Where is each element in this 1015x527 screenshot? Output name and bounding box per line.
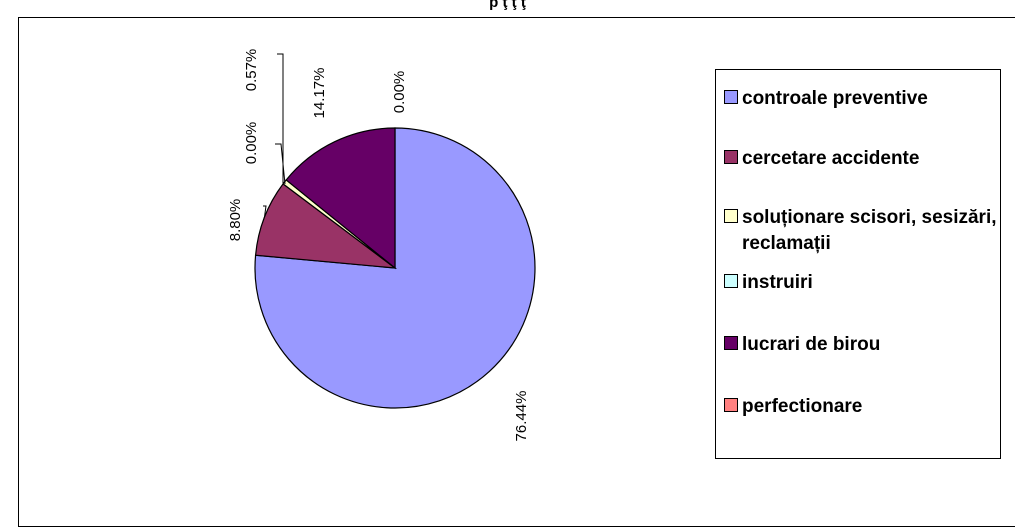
legend-item-perfectionare: perfectionare xyxy=(724,394,1004,420)
legend-label-solutionare: soluționare scisori, sesizări, reclamați… xyxy=(742,207,997,254)
chart-title: p ţ ţ ţ xyxy=(489,0,526,11)
legend-label-controale-preventive: controale preventive xyxy=(742,88,928,109)
legend-label-instruiri: instruiri xyxy=(742,272,813,293)
legend-swatch-controale-preventive xyxy=(724,90,738,104)
legend-item-instruiri: instruiri xyxy=(724,270,1004,296)
legend-item-lucrari-de-birou: lucrari de birou xyxy=(724,332,1004,358)
legend-item-solutionare: soluționare scisori, sesizări, reclamați… xyxy=(724,205,1004,257)
data-label-instruiri: 0.00% xyxy=(243,122,260,165)
legend-label-cercetare-accidente: cercetare accidente xyxy=(742,148,920,169)
data-label-solutionare-scisori-sesizari-reclamatii: 0.57% xyxy=(243,49,260,92)
legend-label-perfectionare: perfectionare xyxy=(742,396,863,417)
leader-line-cercetare-accidente xyxy=(263,205,267,218)
legend-swatch-lucrari-de-birou xyxy=(724,336,738,350)
data-label-cercetare-accidente: 8.80% xyxy=(227,199,244,242)
legend-swatch-instruiri xyxy=(724,274,738,288)
pie-slice-controale-preventive xyxy=(254,127,536,409)
legend-swatch-perfectionare xyxy=(724,398,738,412)
legend-label-lucrari-de-birou: lucrari de birou xyxy=(742,334,881,355)
legend-item-controale-preventive: controale preventive xyxy=(724,86,1004,112)
leader-line-solutionare-scisori-sesizari-reclamatii xyxy=(277,53,284,183)
legend-swatch-solutionare xyxy=(724,209,738,223)
data-label-lucrari-de-birou: 14.17% xyxy=(311,68,328,119)
legend-item-cercetare-accidente: cercetare accidente xyxy=(724,146,1004,172)
data-label-perfectionare: 0.00% xyxy=(391,71,408,114)
data-label-controale-preventive: 76.44% xyxy=(513,391,530,442)
legend: controale preventive cercetare accidente… xyxy=(715,69,1001,459)
pie-slice-lucrari-de-birou xyxy=(285,127,396,270)
leader-line-instruiri xyxy=(275,143,286,185)
legend-swatch-cercetare-accidente xyxy=(724,150,738,164)
